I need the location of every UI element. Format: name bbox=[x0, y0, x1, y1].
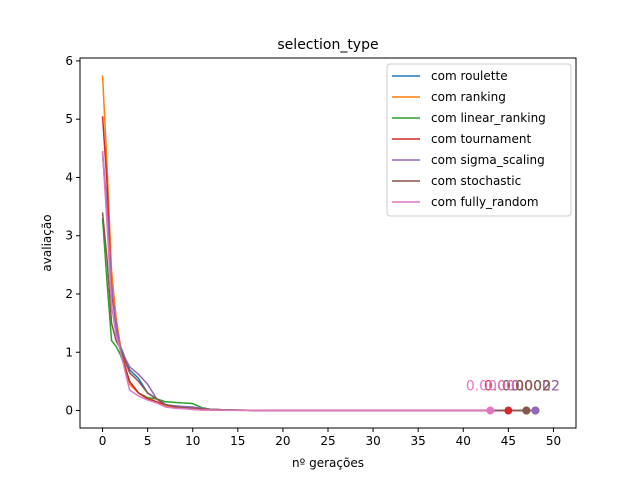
legend-box bbox=[386, 63, 572, 217]
y-axis-ticks: 0 1 2 3 4 5 6 bbox=[65, 54, 80, 418]
legend-label: com roulette bbox=[431, 69, 508, 83]
chart-title: selection_type bbox=[277, 37, 378, 53]
legend: com roulette com ranking com linear_rankin… bbox=[386, 63, 572, 217]
y-tick-label: 1 bbox=[65, 345, 73, 359]
end-marker-label: 0.0000 bbox=[484, 379, 533, 395]
legend-label: com fully_random bbox=[431, 195, 539, 209]
x-tick-label: 20 bbox=[275, 434, 290, 448]
x-tick-label: 45 bbox=[501, 434, 516, 448]
series-layer bbox=[101, 75, 536, 412]
y-tick-label: 0 bbox=[65, 404, 73, 418]
end-marker-label: 0.0000 bbox=[466, 379, 515, 395]
x-axis-label: nº gerações bbox=[292, 456, 364, 470]
end-marker-label: 0.0002 bbox=[511, 379, 560, 395]
y-tick-label: 4 bbox=[65, 170, 73, 184]
end-marker-layer bbox=[486, 406, 540, 415]
end-marker-point bbox=[486, 406, 495, 415]
x-tick-label: 15 bbox=[230, 434, 245, 448]
legend-label: com linear_ranking bbox=[431, 111, 546, 125]
end-marker-point bbox=[531, 406, 540, 415]
x-tick-label: 35 bbox=[411, 434, 426, 448]
x-tick-label: 25 bbox=[320, 434, 335, 448]
x-tick-label: 0 bbox=[99, 434, 107, 448]
series-line-com-fully_random bbox=[101, 151, 491, 412]
x-tick-label: 10 bbox=[185, 434, 200, 448]
y-axis-label: avaliação bbox=[40, 214, 54, 271]
y-tick-label: 5 bbox=[65, 112, 73, 126]
end-marker-label: 0.0002 bbox=[511, 379, 560, 395]
end-marker-label: 0.0002 bbox=[502, 379, 551, 395]
legend-label: com stochastic bbox=[431, 174, 521, 188]
x-tick-label: 50 bbox=[546, 434, 561, 448]
legend-label: com sigma_scaling bbox=[431, 153, 545, 167]
y-tick-label: 3 bbox=[65, 229, 73, 243]
y-tick-label: 6 bbox=[65, 54, 73, 68]
end-marker-label: 0.0002 bbox=[511, 379, 560, 395]
y-tick-label: 2 bbox=[65, 287, 73, 301]
end-marker-point bbox=[522, 406, 531, 415]
x-tick-label: 30 bbox=[365, 434, 380, 448]
legend-label: com tournament bbox=[431, 132, 531, 146]
x-tick-label: 40 bbox=[456, 434, 471, 448]
legend-label: com ranking bbox=[431, 90, 506, 104]
x-tick-label: 5 bbox=[144, 434, 152, 448]
annotation-layer: 0.00020.00020.00020.00000.00020.00020.00… bbox=[466, 379, 560, 395]
legend-items: com roulette com ranking com linear_rankin… bbox=[392, 69, 546, 209]
end-marker-label: 0.0002 bbox=[502, 379, 551, 395]
x-axis-ticks: 0 5 10 15 20 25 30 35 40 45 50 bbox=[99, 428, 561, 448]
end-marker-point bbox=[504, 406, 513, 415]
